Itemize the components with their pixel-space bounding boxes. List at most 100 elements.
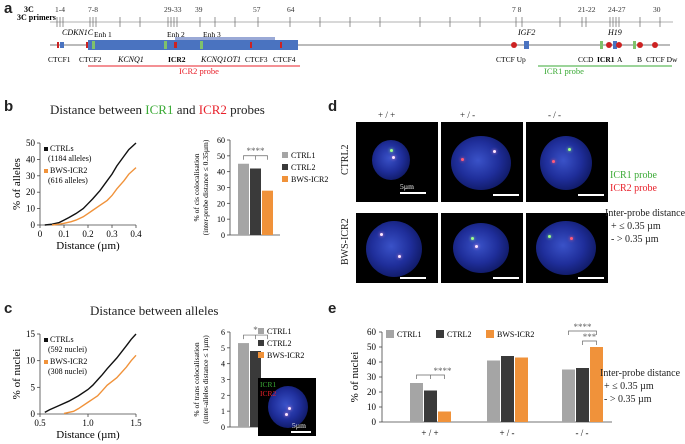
col-label-pp: + / + [378, 110, 396, 120]
bar-bws-icr2 [438, 411, 451, 422]
x-tick-label: 1.5 [130, 418, 142, 428]
x-tick-label: 1.0 [82, 418, 94, 428]
inset-nucleus-image: ICR1 ICR2 5µm [258, 378, 316, 436]
panel-b-title-icr2: ICR2 [198, 102, 227, 117]
legend-note: (592 nuclei) [48, 345, 87, 354]
legend-distance-gt: - > 0.35 µm [611, 234, 659, 245]
panel-label-e: e [328, 300, 337, 317]
probe-signal [475, 245, 478, 248]
bar-ctrl2 [501, 356, 514, 422]
legend-swatch [386, 330, 394, 338]
y-tick-label: 40 [26, 154, 36, 164]
bar-ctrl2 [250, 351, 261, 427]
legend-label: CTRL2 [291, 163, 315, 172]
panel-b-title-pre: Distance between [50, 102, 146, 117]
row-label-bws: BWS-ICR2 [340, 218, 351, 265]
enh3-label: Enh 3 [203, 30, 221, 39]
kcnq1ot1-transcript [175, 37, 275, 40]
icr2-site [174, 42, 177, 48]
probe-signal [493, 150, 496, 153]
scalebar [578, 277, 604, 279]
bar-ctrl1 [238, 343, 249, 427]
legend-distance-title: Inter-probe distance [605, 208, 685, 219]
y-tick-label: 20 [26, 187, 36, 197]
probe-signal [548, 235, 551, 238]
y-tick-label: 60 [217, 136, 225, 145]
gene-label-kcnq1: KCNQ1 [117, 55, 144, 64]
significance-bracket [582, 340, 597, 345]
enh2-label: Enh 2 [167, 30, 185, 39]
probe-signal [461, 158, 464, 161]
y-tick-label: 3 [221, 376, 225, 385]
x-tick-label: 0 [38, 229, 43, 239]
inset-icr1-label: ICR1 [260, 380, 277, 389]
kcnq1-gene [88, 40, 298, 50]
y-tick-label: 1 [221, 407, 225, 416]
scalebar [578, 194, 604, 196]
y-axis-label: % of alleles [11, 158, 23, 210]
legend-swatch [258, 352, 264, 358]
legend-label: CTRLs [50, 144, 74, 153]
significance-stars: **** [574, 322, 593, 332]
y-tick-label: 30 [26, 171, 36, 181]
legend-label: BWS-ICR2 [50, 357, 87, 366]
probe-signal [568, 148, 571, 151]
row-label-ctrl2: CTRL2 [340, 144, 351, 175]
ctcf-up-label: CTCF Up [496, 55, 526, 64]
y-tick-label: 50 [26, 138, 36, 148]
x-tick-label: 0.1 [58, 229, 69, 239]
y-axis-label: (inter-alleles distance ≤ 1µm) [201, 335, 210, 424]
legend-swatch [44, 360, 48, 364]
primers-label-line1: 3C [24, 5, 34, 14]
y-axis-label: (inter-probe distance ≤ 0.35µm) [201, 139, 210, 235]
nucleus [372, 140, 410, 180]
micrograph-bws-pp [356, 213, 438, 283]
gene-label-cdkn1c: CDKN1C [62, 28, 94, 37]
legend-label: BWS-ICR2 [50, 166, 87, 175]
col-label-pm: + / - [460, 110, 476, 120]
x-tick-label: 0.3 [106, 229, 118, 239]
micrograph-ctrl2-mm [526, 122, 608, 202]
legend-label: CTRL1 [291, 151, 315, 160]
chart-b-bar: 0 10 20 30 40 50 60 **** % of cis colocalisation… [192, 136, 328, 240]
panel-label-b: b [4, 98, 14, 115]
legend-swatch [282, 176, 288, 182]
primers-label: 3C primers [17, 13, 56, 22]
col-label-mm: - / - [548, 110, 561, 120]
panel-label-a: a [4, 0, 13, 17]
primer-group: 64 [287, 5, 295, 14]
y-tick-label: 50 [367, 342, 377, 352]
bar-ctrl1 [562, 369, 575, 422]
ctcf-up-site [511, 42, 517, 48]
panel-c-title: Distance between alleles [90, 303, 219, 318]
scalebar [493, 277, 519, 279]
y-tick-label: 2 [221, 391, 225, 400]
significance-stars: **** [247, 146, 266, 156]
legend-label: CTRL1 [267, 327, 291, 336]
legend-swatch [258, 340, 264, 346]
y-tick-label: 0 [372, 417, 377, 427]
legend-label: BWS-ICR2 [291, 175, 328, 184]
primer-group: 30 [653, 5, 661, 14]
enhancer-1 [92, 41, 95, 49]
y-tick-label: 40 [217, 168, 225, 177]
y-tick-label: 10 [26, 356, 36, 366]
x-tick-label: + / - [499, 428, 514, 438]
legend-label: CTRL2 [267, 339, 291, 348]
significance-stars: * [253, 325, 258, 335]
e-legend-distance-gt: - > 0.35 µm [604, 394, 652, 405]
chart-b-cdf: 0 0.1 0.2 0.3 0.4 0 10 20 30 40 50 Distance (µm) % o… [11, 138, 142, 252]
legend-swatch [44, 169, 48, 173]
probe-signal [380, 233, 383, 236]
probe-signal [552, 160, 555, 163]
y-tick-label: 0 [221, 423, 225, 432]
legend-swatch [282, 164, 288, 170]
igf2-gene [524, 41, 529, 49]
legend-label: CTRL2 [447, 330, 471, 339]
legend-swatch [44, 147, 48, 151]
bar-ctrl2 [576, 368, 589, 422]
probe-signal [471, 237, 474, 240]
y-tick-label: 40 [367, 357, 377, 367]
inset-scalebar [291, 431, 311, 433]
bar-ctrl1 [487, 360, 500, 422]
